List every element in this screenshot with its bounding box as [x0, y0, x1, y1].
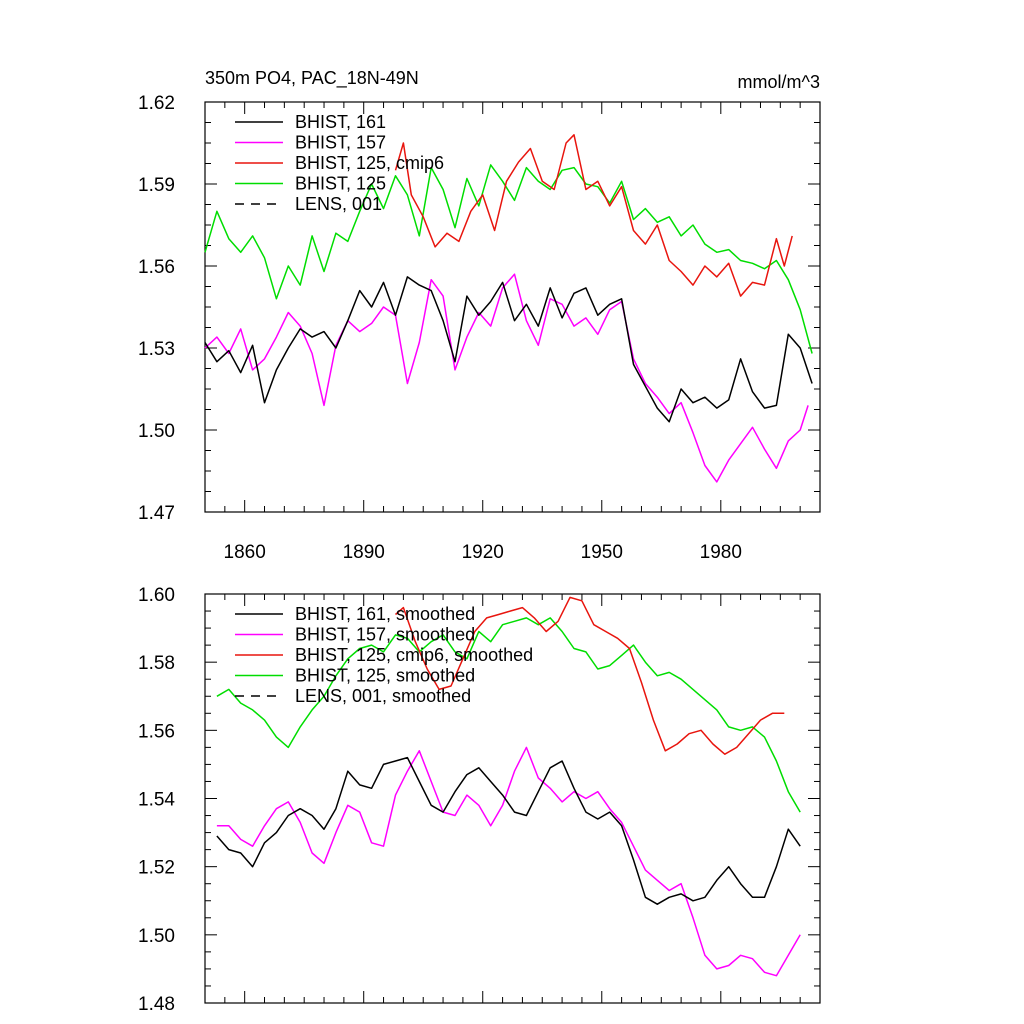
x-tick-label: 1920	[462, 542, 504, 563]
top-panel: 1.47 1.50 1.53 1.56 1.59 1.62 1860 1890 1920 1950…	[138, 93, 821, 563]
y-tick-label: 1.48	[138, 994, 175, 1015]
series-line	[395, 596, 785, 755]
legend-label: BHIST, 161	[295, 112, 386, 132]
series-line	[216, 756, 801, 905]
y-tick-label: 1.58	[138, 653, 175, 674]
x-tick-label: 1980	[700, 542, 742, 563]
y-tick-label: 1.56	[138, 257, 175, 278]
series-line	[216, 746, 801, 977]
y-tick-label: 1.47	[138, 503, 175, 524]
series-line	[394, 134, 793, 297]
y-tick-label: 1.50	[138, 926, 175, 947]
y-tick-label: 1.62	[138, 93, 175, 114]
legend-label: BHIST, 161, smoothed	[295, 604, 475, 624]
y-tick-label: 1.50	[138, 421, 175, 442]
bottom-panel: 1.48 1.50 1.52 1.54 1.56 1.58 1.60 BHIST, 161, …	[138, 585, 821, 1015]
y-tick-label: 1.56	[138, 721, 175, 742]
x-tick-label: 1890	[343, 542, 385, 563]
y-tick-label: 1.52	[138, 858, 175, 879]
y-tick-label: 1.54	[138, 790, 175, 811]
legend-label: BHIST, 125	[295, 174, 386, 194]
legend-label: BHIST, 157, smoothed	[295, 625, 475, 645]
legend-label: BHIST, 125, cmip6, smoothed	[295, 645, 533, 665]
y-tick-label: 1.59	[138, 175, 175, 196]
series-line	[204, 164, 813, 354]
y-tick-label: 1.53	[138, 339, 175, 360]
x-tick-label: 1950	[581, 542, 623, 563]
series-line	[216, 617, 801, 813]
chart-title: 350m PO4, PAC_18N-49N	[205, 68, 419, 89]
legend-label: LENS, 001	[295, 194, 382, 214]
legend-label: LENS, 001, smoothed	[295, 686, 471, 706]
legend-label: BHIST, 125, smoothed	[295, 666, 475, 686]
legend-label: BHIST, 157	[295, 133, 386, 153]
units-label: mmol/m^3	[738, 72, 820, 92]
legend-label: BHIST, 125, cmip6	[295, 153, 444, 173]
series-line	[204, 276, 813, 423]
series-line	[204, 273, 809, 483]
x-tick-label: 1860	[224, 542, 266, 563]
y-tick-label: 1.60	[138, 585, 175, 606]
